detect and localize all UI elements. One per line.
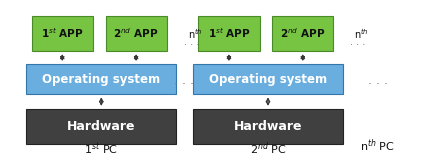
- Text: Hardware: Hardware: [234, 120, 302, 133]
- FancyBboxPatch shape: [198, 16, 260, 51]
- Text: 2$^{nd}$ PC: 2$^{nd}$ PC: [249, 140, 287, 157]
- FancyBboxPatch shape: [272, 16, 333, 51]
- Text: Operating system: Operating system: [42, 73, 160, 86]
- Text: n$^{th}$: n$^{th}$: [354, 28, 369, 41]
- Text: Operating system: Operating system: [209, 73, 327, 86]
- Text: . . .: . . .: [368, 73, 388, 87]
- Text: Hardware: Hardware: [67, 120, 135, 133]
- Text: . . .: . . .: [184, 37, 199, 47]
- FancyBboxPatch shape: [26, 109, 176, 144]
- Text: 1$^{st}$ APP: 1$^{st}$ APP: [208, 27, 250, 40]
- Text: 2$^{nd}$ APP: 2$^{nd}$ APP: [114, 27, 159, 40]
- FancyBboxPatch shape: [26, 64, 176, 94]
- FancyBboxPatch shape: [106, 16, 167, 51]
- Text: 1$^{st}$ PC: 1$^{st}$ PC: [84, 141, 118, 157]
- FancyBboxPatch shape: [32, 16, 93, 51]
- Text: . . .: . . .: [350, 37, 365, 47]
- Text: 2$^{nd}$ APP: 2$^{nd}$ APP: [280, 27, 325, 40]
- Text: 1$^{st}$ APP: 1$^{st}$ APP: [41, 27, 84, 40]
- FancyBboxPatch shape: [193, 109, 343, 144]
- Text: n$^{th}$: n$^{th}$: [188, 28, 203, 41]
- Text: n$^{th}$ PC: n$^{th}$ PC: [360, 137, 395, 154]
- Text: . . .: . . .: [173, 73, 194, 87]
- FancyBboxPatch shape: [193, 64, 343, 94]
